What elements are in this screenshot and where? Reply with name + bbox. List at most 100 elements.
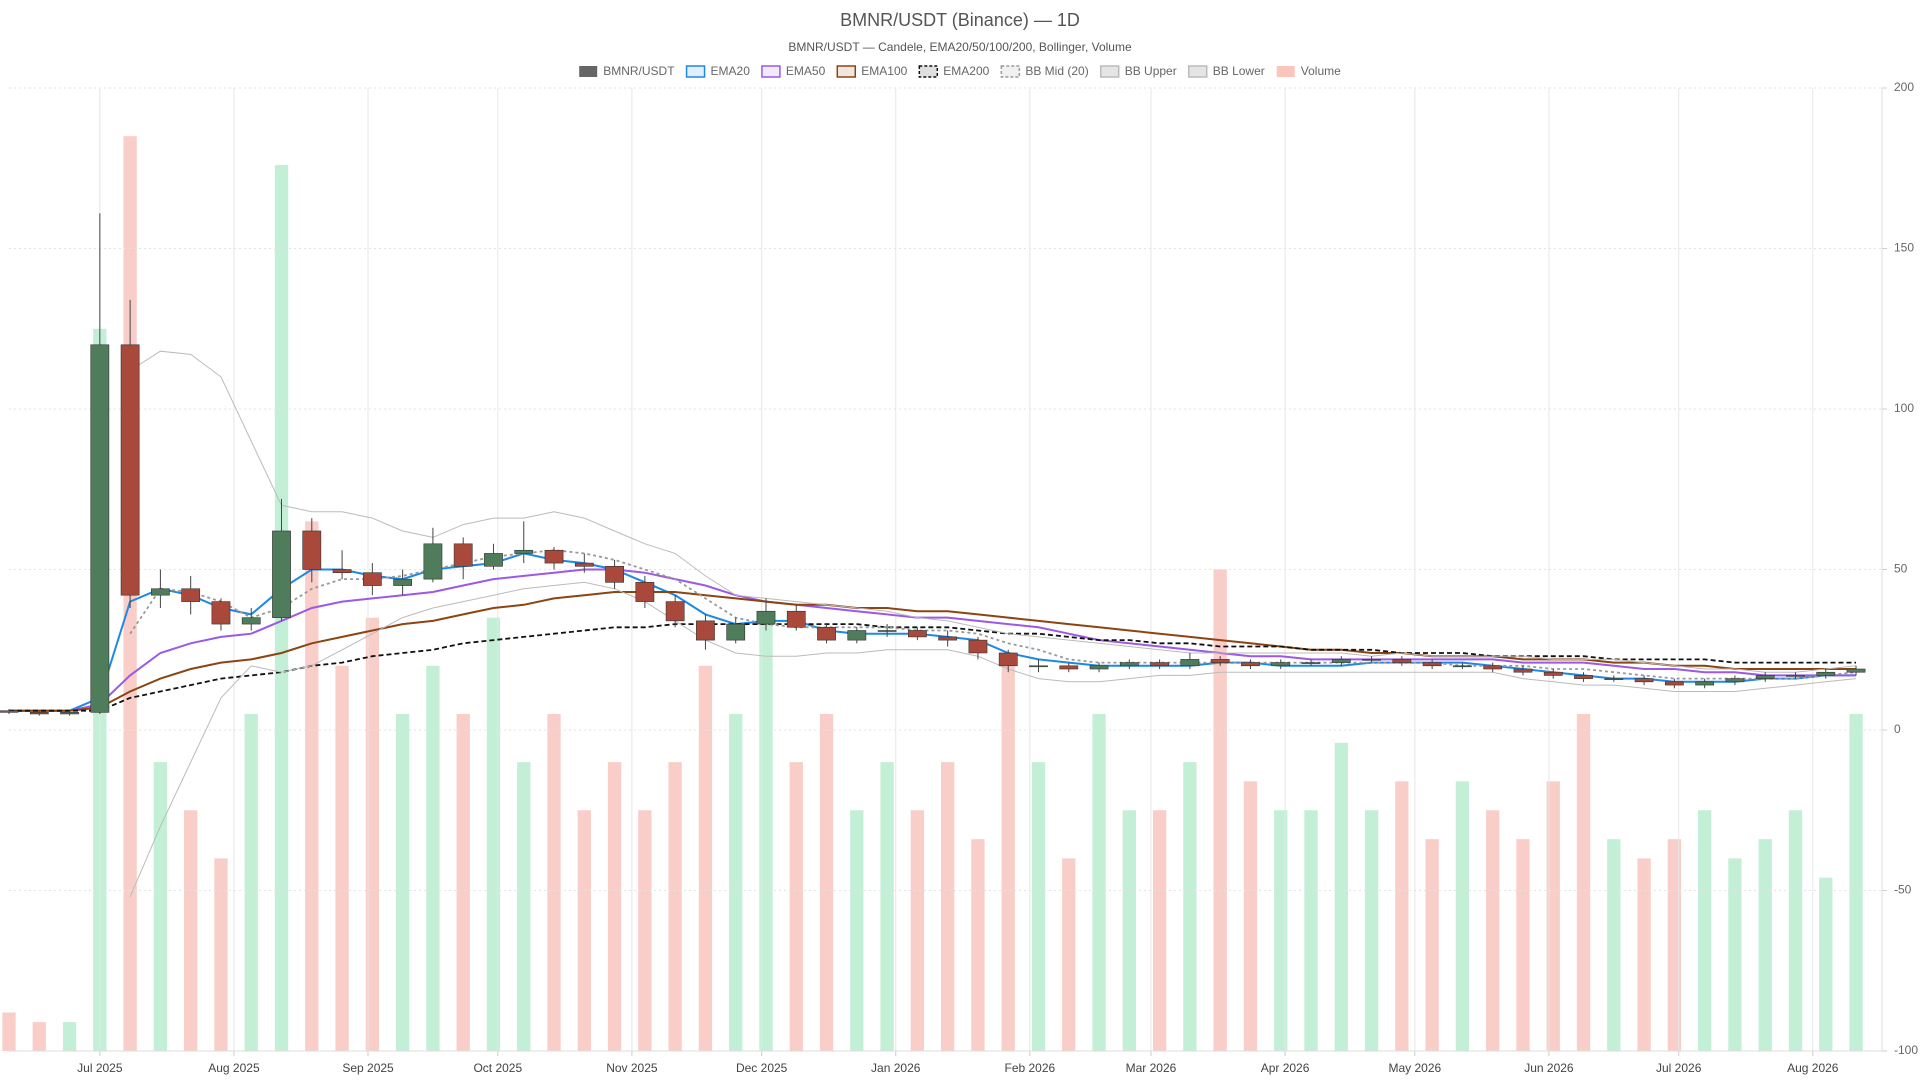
volume-bar (335, 665, 349, 1051)
volume-bar (941, 762, 955, 1051)
x-tick-label: Oct 2025 (473, 1061, 522, 1075)
candle-body (1786, 675, 1805, 677)
chart-subtitle: BMNR/USDT — Candele, EMA20/50/100/200, B… (788, 40, 1132, 54)
candle-body (786, 610, 806, 628)
volume-bar (789, 762, 803, 1051)
volume-bar (607, 762, 622, 1051)
volume-bar (365, 617, 380, 1051)
candle-body (1119, 662, 1139, 667)
volume-bar (214, 858, 228, 1051)
volume-bar (486, 617, 501, 1051)
candle-body (272, 530, 291, 618)
legend-label: BMNR/USDT (603, 64, 675, 78)
x-tick-label: Aug 2026 (1787, 1061, 1839, 1075)
volume-bar (759, 617, 773, 1051)
candle-body (1089, 665, 1109, 670)
legend-swatch (761, 65, 781, 78)
candle-body (60, 712, 79, 715)
candle-body (1604, 678, 1624, 680)
legend-item[interactable]: BB Mid (20) (1000, 64, 1089, 78)
legend-swatch (579, 66, 598, 77)
candles-layer (0, 213, 1866, 716)
volume-bar (1031, 762, 1046, 1051)
volume-bar (1001, 665, 1015, 1051)
volume-bar (456, 713, 470, 1051)
legend-item[interactable]: EMA100 (836, 64, 908, 78)
candle-body (1241, 662, 1260, 667)
legend-item[interactable]: EMA200 (918, 64, 990, 78)
candle-body (393, 578, 413, 586)
candle-body (1059, 665, 1079, 670)
x-tick-label: May 2026 (1388, 1061, 1441, 1075)
volume-bar (426, 665, 440, 1051)
legend-label: Volume (1301, 64, 1341, 78)
legend-item[interactable]: BB Lower (1187, 64, 1265, 78)
candle-body (635, 582, 655, 602)
volume-bar (638, 810, 652, 1051)
volume-bar (1516, 839, 1530, 1051)
candle-body (1029, 665, 1048, 668)
y-tick-label: 200 (1894, 80, 1914, 94)
candle-body (29, 712, 49, 715)
volume-bar (1728, 858, 1742, 1051)
candle-body (1664, 681, 1684, 686)
legend-swatch (836, 65, 857, 78)
candle-body (1695, 681, 1715, 686)
legend-item[interactable]: BB Upper (1099, 64, 1177, 78)
legend-item[interactable]: Volume (1276, 64, 1341, 78)
candle-body (484, 553, 503, 567)
candle-body (1816, 671, 1836, 676)
volume-bar (32, 1022, 46, 1051)
legend-item[interactable]: EMA20 (685, 64, 751, 78)
candle-body (1422, 662, 1442, 667)
legend-swatch (1187, 65, 1208, 78)
volume-bar (577, 810, 591, 1051)
x-tick-label: Jun 2026 (1524, 1061, 1574, 1075)
candle-body (514, 549, 534, 554)
x-tick-label: Nov 2025 (606, 1061, 658, 1075)
candle-body (1150, 662, 1170, 667)
volume-bar (668, 762, 682, 1051)
candle-body (998, 652, 1018, 667)
x-tick-label: Mar 2026 (1126, 1061, 1177, 1075)
legend-item[interactable]: EMA50 (761, 64, 826, 78)
candle-body (877, 630, 897, 632)
volume-bar (1607, 839, 1621, 1051)
candle-body (1331, 659, 1351, 663)
legend: BMNR/USDT EMA20 EMA50 EMA100 EMA200 BB Mid (2… (579, 64, 1341, 78)
volume-bar (1092, 713, 1106, 1051)
volume-bar (1546, 781, 1560, 1051)
volume-bar (1274, 810, 1288, 1051)
candle-body (605, 565, 624, 583)
volume-bar (729, 713, 743, 1051)
candle-body (696, 620, 715, 641)
y-tick-label: -50 (1894, 883, 1912, 897)
candle-body (302, 530, 322, 570)
candle-body (1543, 671, 1563, 676)
x-tick-label: Sep 2025 (342, 1061, 394, 1075)
volume-bar (1334, 742, 1348, 1051)
legend-swatch (685, 65, 706, 78)
volume-bar (1304, 810, 1318, 1051)
candle-body (120, 344, 140, 596)
volume-bar (1788, 810, 1803, 1051)
x-tick-label: Feb 2026 (1004, 1061, 1055, 1075)
indicator-line (129, 549, 1857, 680)
candle-body (544, 549, 564, 564)
candle-body (1180, 659, 1200, 667)
volume-bar (1364, 810, 1379, 1051)
volume-bar (1213, 569, 1227, 1051)
candle-body (574, 562, 594, 567)
candle-body (938, 636, 958, 641)
volume-bar (819, 713, 834, 1051)
indicator-line (9, 568, 1856, 712)
legend-item[interactable]: BMNR/USDT (579, 64, 675, 78)
candle-body (817, 626, 836, 641)
legend-label: EMA20 (711, 64, 751, 78)
volume-bar (1243, 781, 1258, 1051)
candle-body (1634, 678, 1654, 683)
volume-bar (910, 810, 925, 1051)
candle-body (211, 601, 231, 625)
